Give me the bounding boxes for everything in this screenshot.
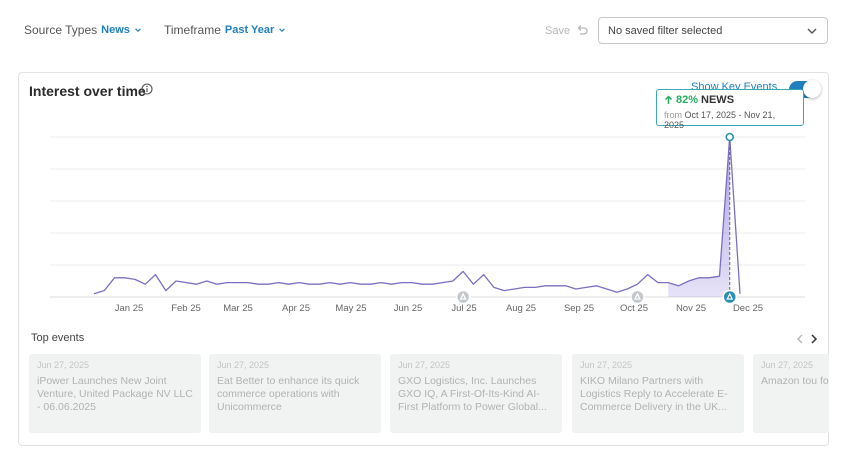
undo-icon[interactable] — [575, 23, 589, 37]
event-date: Jun 27, 2025 — [37, 360, 90, 370]
tooltip-range: Oct 17, 2025 - Nov 21, 2025 — [664, 110, 776, 130]
event-card[interactable]: Jun 27, 2025 Eat Better to enhance its qu… — [209, 354, 381, 433]
key-event-marker — [455, 289, 471, 305]
x-tick-label: Jul 25 — [451, 303, 476, 314]
event-date: Jun 27, 2025 — [398, 360, 451, 370]
key-event-marker — [722, 289, 737, 305]
interest-over-time-card: Interest over time Show Key Events 82% N… — [18, 72, 829, 446]
x-tick-label: Aug 25 — [506, 303, 536, 314]
event-title: iPower Launches New Joint Venture, Unite… — [37, 375, 193, 413]
event-title: KIKO Milano Partners with Logistics Repl… — [580, 375, 728, 413]
tooltip-percent: 82% — [676, 94, 699, 106]
x-tick-label: Feb 25 — [171, 303, 201, 314]
timeframe-value: Past Year — [224, 24, 275, 36]
saved-filter-select[interactable]: No saved filter selected — [598, 17, 828, 44]
highlight-area — [668, 137, 730, 297]
event-title: GXO Logistics, Inc. Launches GXO IQ, A F… — [398, 375, 547, 413]
timeframe-filter[interactable]: Timeframe Past Year — [164, 23, 286, 37]
key-event-icon — [633, 292, 641, 300]
x-tick-label: Sep 25 — [564, 303, 594, 314]
event-title: Eat Better to enhance its quick commerce… — [217, 375, 360, 413]
x-tick-label: Mar 25 — [223, 303, 253, 314]
tooltip-source: NEWS — [701, 94, 735, 106]
source-types-filter[interactable]: Source Types News — [24, 23, 142, 37]
chevron-right-icon[interactable] — [809, 333, 819, 345]
info-icon[interactable] — [141, 83, 153, 95]
event-date: Jun 27, 2025 — [580, 360, 633, 370]
x-tick-label: Oct 25 — [620, 303, 648, 314]
key-event-marker — [630, 289, 645, 305]
chevron-left-icon[interactable] — [795, 333, 805, 345]
top-events-list: Jun 27, 2025 iPower Launches New Joint Ve… — [29, 354, 829, 434]
event-card[interactable]: Jun 27, 2025 iPower Launches New Joint Ve… — [29, 354, 201, 433]
peak-point — [725, 132, 735, 142]
toggle-knob — [803, 80, 821, 98]
event-card[interactable]: Jun 27, 2025 GXO Logistics, Inc. Launches… — [390, 354, 562, 433]
chevron-down-icon — [807, 28, 817, 34]
x-tick-label: Jun 25 — [394, 303, 423, 314]
series-line — [93, 136, 741, 295]
key-event-icon — [459, 292, 467, 300]
chart-tooltip: 82% NEWS from Oct 17, 2025 - Nov 21, 202… — [656, 89, 804, 130]
arrow-up-icon — [664, 95, 673, 104]
event-card[interactable]: Jun 27, 2025 KIKO Milano Partners with Lo… — [572, 354, 744, 433]
event-date: Jun 27, 2025 — [217, 360, 270, 370]
top-events-label: Top events — [31, 332, 85, 344]
x-tick-label: May 25 — [335, 303, 366, 314]
save-button[interactable]: Save — [545, 25, 571, 37]
card-title: Interest over time — [29, 83, 146, 99]
tooltip-from-label: from — [664, 110, 682, 120]
chevron-down-icon — [135, 28, 141, 33]
source-types-value: News — [101, 24, 130, 36]
chevron-down-icon — [279, 28, 286, 33]
x-tick-label: Dec 25 — [733, 303, 763, 314]
event-date: Jun 27, 2025 — [761, 360, 814, 370]
source-types-label: Source Types — [24, 23, 98, 37]
event-title: Amazon tou forecasting, robotics — [761, 375, 829, 387]
interest-chart: Jan 25 Feb 25 Mar 25 Apr 25 May 25 Jun 25 Jul … — [50, 132, 805, 314]
event-card[interactable]: Jun 27, 2025 Amazon tou forecasting, robo… — [753, 354, 829, 433]
key-event-icon — [726, 292, 734, 300]
x-tick-label: Jan 25 — [115, 303, 144, 314]
x-tick-label: Apr 25 — [282, 303, 310, 314]
x-tick-label: Nov 25 — [676, 303, 706, 314]
timeframe-label: Timeframe — [164, 23, 221, 37]
saved-filter-value: No saved filter selected — [608, 25, 723, 37]
